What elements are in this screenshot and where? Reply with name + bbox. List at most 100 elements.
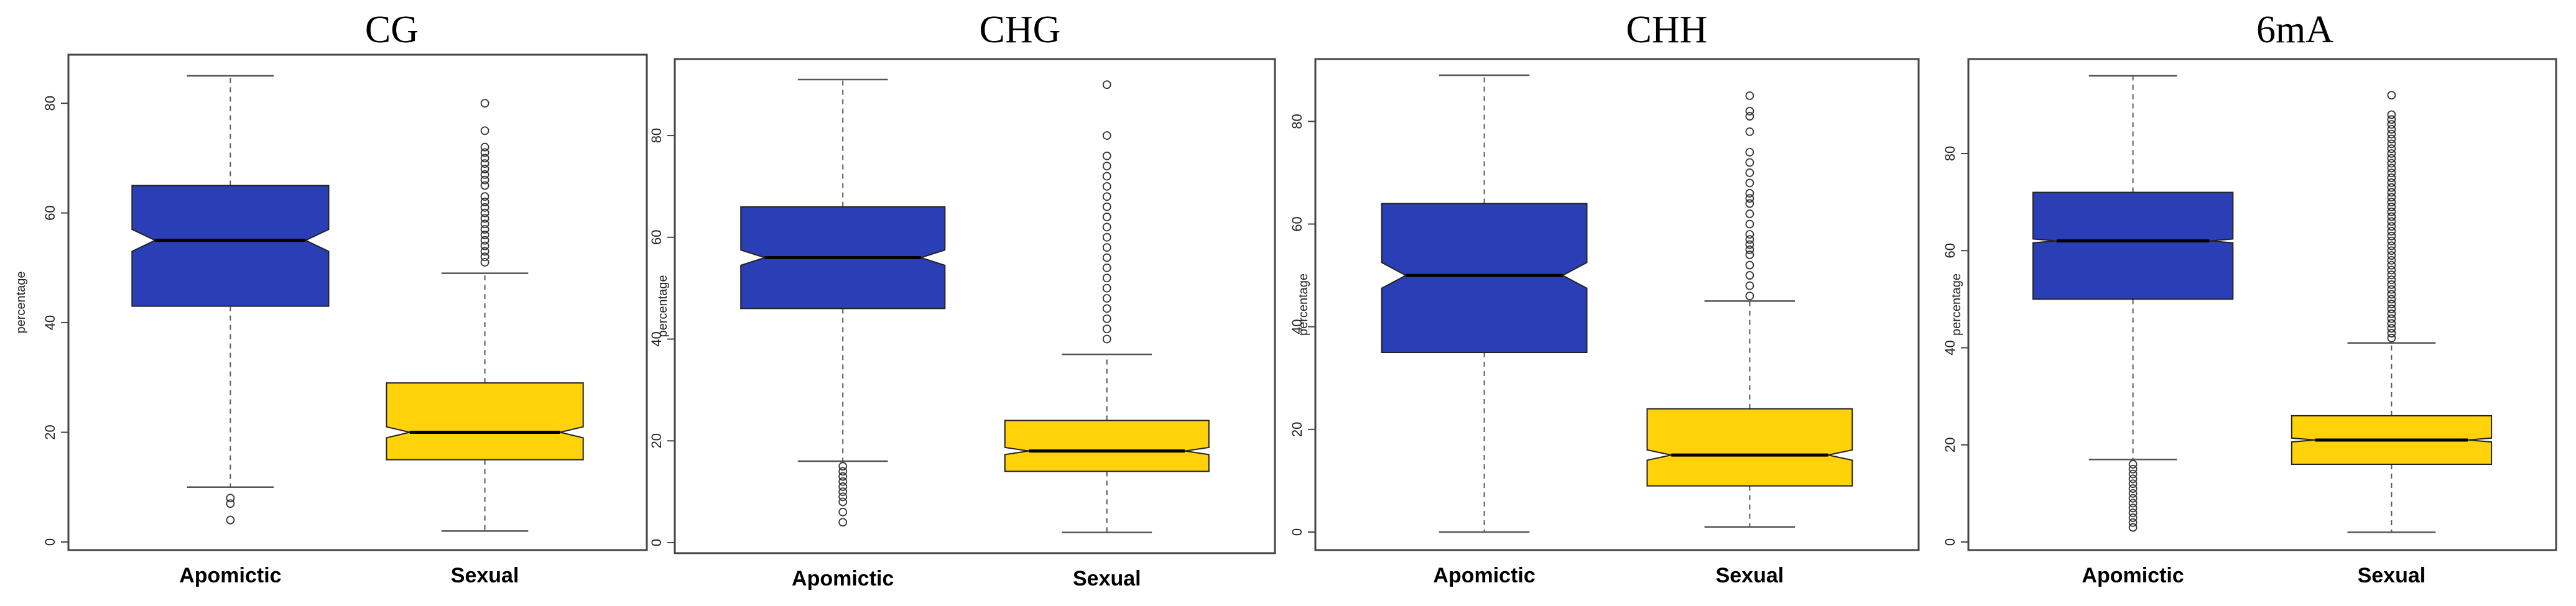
- y-tick-label: 80: [1289, 114, 1305, 129]
- box-sexual: [2291, 91, 2493, 533]
- outlier-point: [1102, 80, 1111, 90]
- outlier-point: [2387, 290, 2396, 299]
- plot-frame: [1967, 58, 2557, 551]
- outlier-point: [2387, 324, 2396, 333]
- box-apomictic: [740, 78, 946, 527]
- outlier-point: [480, 181, 489, 190]
- outlier-point: [2128, 503, 2138, 513]
- outlier-point: [2387, 198, 2396, 207]
- outlier-point: [2128, 498, 2138, 508]
- outlier-point: [480, 241, 489, 250]
- outlier-point: [1745, 219, 1754, 229]
- outlier-point: [1102, 253, 1111, 262]
- outlier-point: [1745, 112, 1754, 121]
- outlier-point: [2387, 115, 2396, 124]
- x-category-label: Sexual: [451, 564, 519, 587]
- chart-panel-chg: CHG 0 20 40 60 80 percentage Apomictic Sexual: [649, 9, 1276, 590]
- outlier-point: [1745, 271, 1754, 280]
- x-category-label: Sexual: [2358, 564, 2426, 587]
- outlier-point: [1102, 324, 1111, 334]
- outlier-point: [480, 225, 489, 234]
- outlier-point: [1745, 147, 1754, 157]
- outlier-point: [480, 99, 489, 108]
- outlier-point: [2387, 275, 2396, 285]
- outlier-point: [838, 492, 848, 502]
- notched-box: [2032, 191, 2234, 300]
- outlier-point: [2387, 265, 2396, 275]
- outlier-point: [2128, 474, 2138, 484]
- chart-panel-6ma: 6mA 0 20 40 60 80 percentage Apomictic Sexual: [1942, 9, 2557, 587]
- outlier-point: [480, 126, 489, 135]
- outlier-point: [2128, 469, 2138, 479]
- outlier-point: [2387, 207, 2396, 216]
- box-sexual: [386, 99, 584, 532]
- outlier-point: [1745, 235, 1754, 244]
- x-category-label: Apomictic: [2082, 564, 2184, 587]
- y-tick-label: 60: [1289, 216, 1305, 231]
- outlier-point: [1102, 223, 1111, 232]
- outlier-point: [2387, 203, 2396, 211]
- outlier-point: [480, 230, 489, 239]
- outlier-point: [480, 148, 489, 157]
- outlier-point: [480, 192, 489, 201]
- x-category-label: Apomictic: [792, 567, 894, 590]
- outlier-point: [2387, 134, 2396, 144]
- outlier-point: [1745, 250, 1754, 259]
- notched-box: [1646, 408, 1853, 487]
- outlier-point: [2387, 163, 2396, 173]
- outlier-point: [1745, 91, 1754, 100]
- outlier-point: [838, 477, 848, 486]
- y-tick-label: 20: [42, 425, 58, 439]
- outlier-point: [1745, 158, 1754, 167]
- outlier-point: [2387, 212, 2396, 221]
- chart-title: CG: [365, 9, 419, 51]
- outlier-point: [1745, 178, 1754, 188]
- outlier-point: [2387, 125, 2396, 134]
- outlier-point: [838, 518, 848, 527]
- outlier-point: [2128, 479, 2138, 489]
- outlier-point: [2387, 270, 2396, 280]
- outlier-point: [2387, 144, 2396, 154]
- outlier-point: [226, 499, 235, 508]
- notched-box: [386, 382, 584, 461]
- outlier-point: [2387, 183, 2396, 192]
- y-axis-label: percentage: [1297, 273, 1310, 336]
- outlier-point: [2387, 217, 2396, 226]
- chart-panel-cg: CG 0 20 40 60 80 percentage Apomictic Sexual: [14, 9, 648, 587]
- outlier-point: [480, 247, 489, 256]
- outlier-point: [2387, 149, 2396, 158]
- x-category-label: Apomictic: [1433, 564, 1535, 587]
- outlier-point: [838, 467, 848, 476]
- outlier-point: [480, 252, 489, 262]
- chart-panel-chh: CHH 0 20 40 60 80 percentage Apomictic Sexual: [1289, 9, 1920, 587]
- outlier-point: [480, 154, 489, 163]
- y-tick-label: 20: [649, 433, 664, 448]
- outlier-point: [480, 170, 489, 179]
- y-axis-label: percentage: [1950, 273, 1963, 336]
- outlier-point: [2387, 193, 2396, 202]
- outlier-point: [1102, 264, 1111, 272]
- outlier-point: [2387, 295, 2396, 304]
- outlier-point: [1102, 304, 1111, 313]
- outlier-point: [1102, 172, 1111, 181]
- y-tick-label: 0: [42, 538, 58, 546]
- outlier-point: [2128, 513, 2138, 522]
- y-tick-label: 80: [42, 96, 58, 111]
- outlier-point: [1745, 281, 1754, 290]
- outlier-point: [2387, 305, 2396, 313]
- outlier-point: [480, 214, 489, 223]
- outlier-point: [2387, 173, 2396, 182]
- outlier-point: [2387, 227, 2396, 236]
- box-apomictic: [131, 75, 330, 525]
- x-category-label: Apomictic: [179, 564, 281, 587]
- outlier-point: [480, 258, 489, 267]
- y-tick-label: 40: [649, 331, 664, 346]
- outlier-point: [2387, 280, 2396, 289]
- outlier-point: [1102, 213, 1111, 221]
- outlier-point: [1745, 240, 1754, 249]
- outlier-point: [480, 142, 489, 152]
- box-sexual: [1004, 80, 1210, 533]
- outlier-point: [2387, 154, 2396, 163]
- box-apomictic: [1381, 74, 1588, 533]
- outlier-point: [2387, 120, 2396, 129]
